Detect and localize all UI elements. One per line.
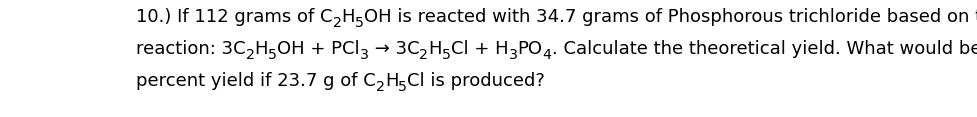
Text: 3: 3 [508,48,517,62]
Text: 4: 4 [542,48,551,62]
Text: 2: 2 [375,80,385,94]
Text: 3: 3 [360,48,368,62]
Text: 10.) If 112 grams of C: 10.) If 112 grams of C [136,8,332,26]
Text: H: H [385,72,398,90]
Text: 2: 2 [245,48,254,62]
Text: Cl is produced?: Cl is produced? [407,72,545,90]
Text: 2: 2 [332,16,341,30]
Text: reaction: 3C: reaction: 3C [136,40,245,58]
Text: percent yield if 23.7 g of C: percent yield if 23.7 g of C [136,72,375,90]
Text: 5: 5 [355,16,363,30]
Text: . Calculate the theoretical yield. What would be the: . Calculate the theoretical yield. What … [551,40,977,58]
Text: → 3C: → 3C [368,40,419,58]
Text: H: H [254,40,268,58]
Text: 5: 5 [268,48,276,62]
Text: H: H [341,8,355,26]
Text: 5: 5 [398,80,407,94]
Text: OH is reacted with 34.7 grams of Phosphorous trichloride based on the: OH is reacted with 34.7 grams of Phospho… [363,8,977,26]
Text: 2: 2 [419,48,428,62]
Text: H: H [428,40,442,58]
Text: OH + PCl: OH + PCl [276,40,360,58]
Text: PO: PO [517,40,542,58]
Text: Cl + H: Cl + H [450,40,508,58]
Text: 5: 5 [442,48,450,62]
